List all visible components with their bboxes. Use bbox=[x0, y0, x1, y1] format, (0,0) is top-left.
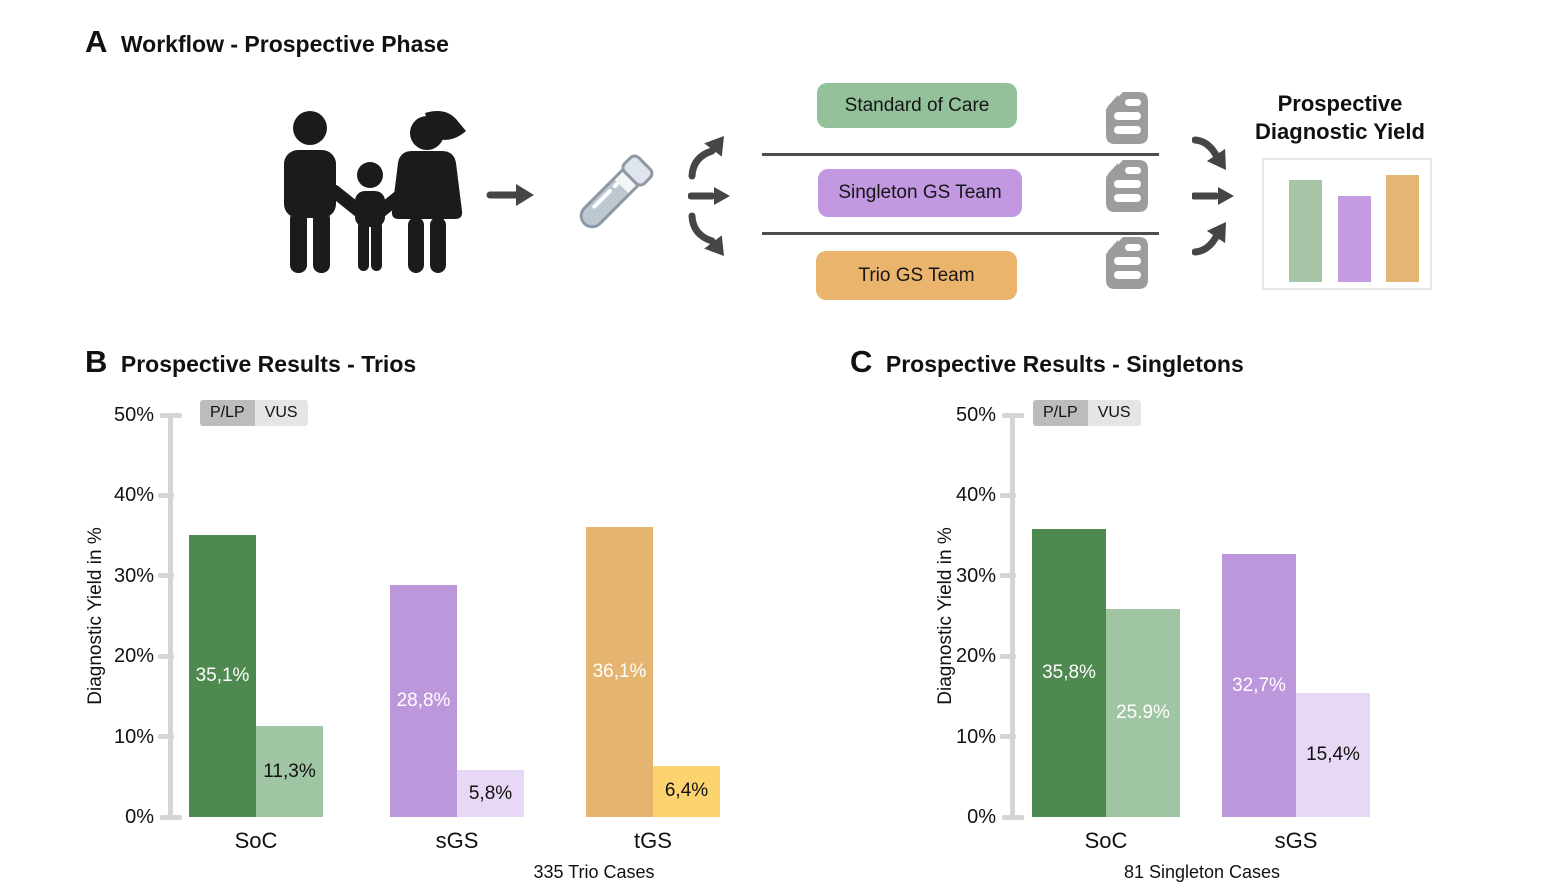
legend-item-p-lp: P/LP bbox=[200, 400, 255, 426]
x-category-label-tgs: tGS bbox=[634, 828, 672, 853]
chart-prospective-results-trios: 0% 10% 20% 30% 40% 50% Diagnostic Yield in % P/… bbox=[70, 396, 790, 889]
mini-yield-chart bbox=[1262, 158, 1432, 290]
panel-a-header: A Workflow - Prospective Phase bbox=[85, 24, 449, 60]
mini-bar-tgs bbox=[1386, 175, 1419, 282]
y-axis-tick-label: 0% bbox=[967, 806, 996, 828]
y-axis-tick-label: 0% bbox=[125, 806, 154, 828]
pathway-box-standard-of-care: Standard of Care bbox=[817, 83, 1017, 128]
value-label-p-lp-soc: 35,1% bbox=[195, 664, 250, 686]
value-label-vus-sgs: 15,4% bbox=[1306, 744, 1360, 766]
y-axis-line bbox=[168, 415, 173, 817]
legend: P/LP VUS bbox=[200, 400, 308, 426]
trio-family-icon bbox=[284, 111, 466, 273]
mini-chart-title-line2: Diagnostic Yield bbox=[1255, 119, 1425, 144]
y-axis-tick bbox=[158, 734, 174, 740]
value-label-vus-soc: 11,3% bbox=[263, 760, 316, 782]
y-axis-tick bbox=[1001, 814, 1024, 820]
y-axis-tick-label: 20% bbox=[955, 645, 996, 668]
bar-p-lp-soc bbox=[189, 534, 256, 817]
value-label-vus-tgs: 6,4% bbox=[664, 780, 709, 802]
mini-bar-soc bbox=[1289, 180, 1322, 282]
bar-vus-tgs bbox=[653, 765, 720, 817]
x-category-label-soc: SoC bbox=[1084, 828, 1128, 853]
bar-p-lp-sgs bbox=[390, 585, 457, 817]
y-axis-tick bbox=[159, 412, 182, 418]
x-category-label-sgs: sGS bbox=[1274, 828, 1318, 853]
x-category-label-sgs: sGS bbox=[435, 828, 479, 853]
y-axis-tick bbox=[1000, 573, 1016, 579]
legend-item-vus: VUS bbox=[254, 400, 308, 426]
y-axis-tick bbox=[158, 653, 174, 659]
value-label-p-lp-soc: 35,8% bbox=[1042, 662, 1096, 684]
bar-vus-soc bbox=[256, 726, 323, 817]
bar-p-lp-tgs bbox=[586, 526, 653, 817]
y-axis-tick-label: 30% bbox=[955, 564, 996, 587]
x-category-label-soc: SoC bbox=[234, 828, 278, 853]
y-axis-tick-label: 40% bbox=[955, 484, 996, 507]
y-axis-tick-label: 30% bbox=[113, 564, 154, 587]
y-axis-tick bbox=[1001, 412, 1024, 418]
panel-c-title: Prospective Results - Singletons bbox=[885, 351, 1244, 377]
y-axis-tick-label: 10% bbox=[113, 725, 154, 748]
y-axis-line bbox=[1010, 415, 1015, 817]
arrow-right-icon bbox=[486, 184, 534, 206]
family-silhouette bbox=[284, 111, 466, 273]
y-axis-tick-label: 10% bbox=[955, 725, 996, 748]
y-axis-tick bbox=[158, 492, 174, 498]
pathway-label: Trio GS Team bbox=[858, 264, 975, 286]
panel-a-title: Workflow - Prospective Phase bbox=[120, 31, 449, 57]
value-label-p-lp-tgs: 36,1% bbox=[592, 660, 647, 682]
sample-tube-icon bbox=[579, 154, 654, 229]
converging-arrows-icon bbox=[1192, 136, 1234, 256]
report-document-icon bbox=[1106, 160, 1148, 212]
pathway-label: Standard of Care bbox=[844, 94, 990, 116]
y-axis-tick bbox=[1000, 734, 1016, 740]
value-label-vus-sgs: 5,8% bbox=[468, 782, 513, 804]
legend-item-vus: VUS bbox=[1087, 400, 1141, 426]
pathway-label: Singleton GS Team bbox=[838, 182, 1002, 203]
panel-b-header: B Prospective Results - Trios bbox=[85, 344, 416, 380]
y-axis-tick bbox=[1000, 653, 1016, 659]
legend: P/LP VUS bbox=[1033, 400, 1141, 426]
y-axis-tick-label: 20% bbox=[113, 645, 154, 668]
y-axis-tick-label: 40% bbox=[113, 484, 154, 507]
y-axis-title: Diagnostic Yield in % bbox=[85, 527, 106, 705]
panel-a-letter: A bbox=[85, 24, 108, 59]
chart-prospective-results-singletons: 0% 10% 20% 30% 40% 50% Diagnostic Yield in % P/… bbox=[920, 396, 1480, 889]
separator-line bbox=[762, 153, 1159, 156]
bar-vus-sgs bbox=[457, 770, 524, 817]
value-label-p-lp-sgs: 32,7% bbox=[1232, 674, 1286, 696]
y-axis-tick-label: 50% bbox=[955, 404, 996, 426]
panel-b-letter: B bbox=[85, 344, 108, 379]
y-axis-tick bbox=[159, 814, 182, 820]
bar-p-lp-sgs bbox=[1222, 554, 1296, 817]
pathway-box-trio-gs-team: Trio GS Team bbox=[816, 251, 1017, 300]
y-axis-tick bbox=[158, 573, 174, 579]
value-label-vus-soc: 25.9% bbox=[1116, 701, 1170, 723]
legend-item-p-lp: P/LP bbox=[1033, 400, 1088, 426]
pathway-box-singleton-gs-team: Singleton GS Team bbox=[818, 169, 1022, 217]
panel-c-header: C Prospective Results - Singletons bbox=[850, 344, 1244, 380]
report-document-icon bbox=[1106, 237, 1148, 289]
cases-caption: 335 Trio Cases bbox=[533, 862, 655, 882]
bar-vus-sgs bbox=[1296, 693, 1370, 817]
value-label-p-lp-sgs: 28,8% bbox=[396, 690, 451, 712]
y-axis-tick bbox=[1000, 492, 1016, 498]
separator-line bbox=[762, 232, 1159, 235]
panel-b-title: Prospective Results - Trios bbox=[120, 351, 417, 377]
fan-out-arrows-icon bbox=[688, 136, 730, 256]
bar-vus-soc bbox=[1106, 608, 1180, 817]
y-axis-tick-label: 50% bbox=[113, 404, 154, 426]
mini-chart-title: Prospective Diagnostic Yield bbox=[1238, 90, 1442, 146]
bar-p-lp-soc bbox=[1032, 529, 1106, 817]
cases-caption: 81 Singleton Cases bbox=[1123, 862, 1281, 882]
mini-chart-title-line1: Prospective bbox=[1277, 91, 1403, 116]
report-document-icon bbox=[1106, 92, 1148, 144]
panel-c-letter: C bbox=[850, 344, 873, 379]
mini-bar-sgs bbox=[1338, 196, 1371, 282]
y-axis-title: Diagnostic Yield in % bbox=[935, 527, 956, 705]
